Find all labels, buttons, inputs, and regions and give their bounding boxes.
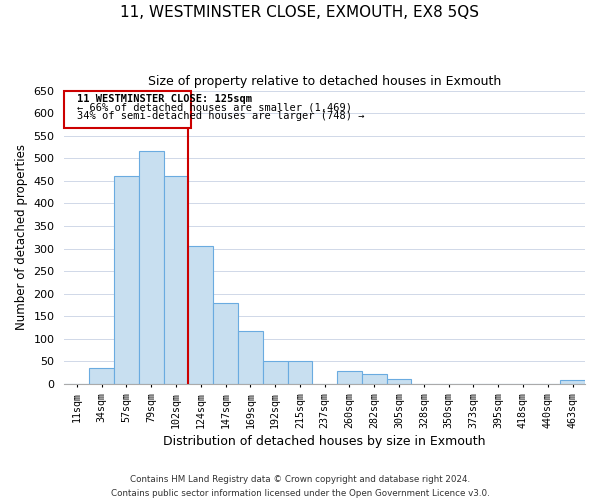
Bar (263, 362, 287, 384)
Bar (386, 378, 412, 384)
Text: 34% of semi-detached houses are larger (748) →: 34% of semi-detached houses are larger (… (77, 111, 364, 121)
Bar (188, 246, 213, 384)
Text: Contains HM Land Registry data © Crown copyright and database right 2024.
Contai: Contains HM Land Registry data © Crown c… (110, 476, 490, 498)
Text: 11, WESTMINSTER CLOSE, EXMOUTH, EX8 5QS: 11, WESTMINSTER CLOSE, EXMOUTH, EX8 5QS (121, 5, 479, 20)
Title: Size of property relative to detached houses in Exmouth: Size of property relative to detached ho… (148, 75, 502, 88)
Bar (164, 176, 188, 384)
Bar (213, 302, 238, 384)
Bar (560, 380, 585, 384)
Bar (89, 368, 114, 384)
X-axis label: Distribution of detached houses by size in Exmouth: Distribution of detached houses by size … (163, 434, 486, 448)
Bar (287, 362, 313, 384)
Bar (114, 176, 139, 384)
Text: 11 WESTMINSTER CLOSE: 125sqm: 11 WESTMINSTER CLOSE: 125sqm (77, 94, 252, 104)
Text: ← 66% of detached houses are smaller (1,469): ← 66% of detached houses are smaller (1,… (77, 102, 352, 113)
Bar (238, 330, 263, 384)
Bar (362, 374, 386, 384)
Bar (337, 372, 362, 384)
Bar (139, 152, 164, 384)
Y-axis label: Number of detached properties: Number of detached properties (15, 144, 28, 330)
FancyBboxPatch shape (64, 90, 191, 128)
